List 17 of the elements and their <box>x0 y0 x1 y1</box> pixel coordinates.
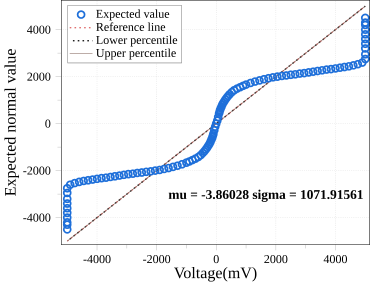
y-tick-label: 4000 <box>27 26 50 34</box>
y-tick-label: 0 <box>45 120 50 128</box>
legend-label: Reference line <box>96 22 166 32</box>
x-tick-label: 2000 <box>264 255 288 264</box>
x-tick-label: 4000 <box>324 255 348 264</box>
legend-label: Expected value <box>96 9 170 20</box>
x-tick-label: -4000 <box>83 255 111 264</box>
x-tick-label: 0 <box>214 255 219 264</box>
x-tick-label: -2000 <box>143 255 170 264</box>
legend-label: Upper percentile <box>96 48 176 60</box>
x-axis-title: Voltage(mV) <box>174 266 256 282</box>
y-tick-label: -4000 <box>23 214 50 222</box>
legend-label: Lower percentile <box>96 36 178 46</box>
y-tick-label: 2000 <box>27 72 50 81</box>
y-tick-label: -2000 <box>23 166 50 175</box>
annotation: mu = -3.86028 sigma = 1071.91561 <box>168 190 363 202</box>
y-axis-title: Expected normal value <box>4 49 19 196</box>
